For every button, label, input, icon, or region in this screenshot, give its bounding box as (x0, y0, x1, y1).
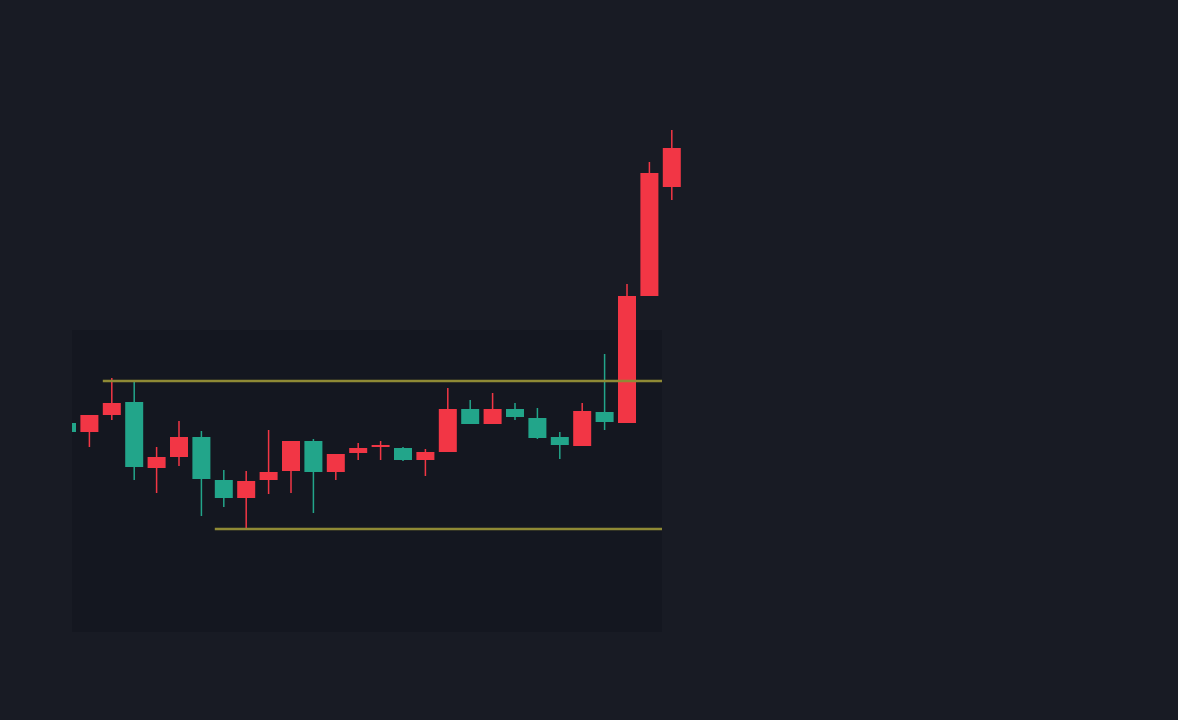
candle-body (80, 415, 99, 432)
candle-body (192, 437, 211, 479)
candle-body (640, 173, 659, 296)
candle-body (102, 403, 121, 415)
candle-body (461, 409, 480, 424)
candle-body (282, 441, 300, 471)
candle-body (259, 472, 278, 480)
candle-body (550, 437, 569, 445)
candle-body (528, 418, 547, 438)
candle-body (595, 412, 614, 422)
candle-body (349, 448, 368, 453)
candle-body (72, 423, 76, 432)
candle-body (125, 402, 144, 467)
candle-body (416, 452, 435, 460)
panel (72, 330, 662, 632)
candle-body (237, 481, 256, 498)
candle-body (147, 457, 166, 468)
candle-body (618, 296, 636, 423)
candle-body (371, 445, 390, 447)
candle-body (394, 448, 412, 460)
candle-body (483, 409, 502, 424)
candle-body (662, 148, 681, 187)
candle-body (506, 409, 524, 417)
candle-body (573, 411, 592, 446)
candle-body (170, 437, 188, 457)
candle-body (438, 409, 457, 452)
candle-body (214, 480, 233, 498)
candle-body (304, 441, 323, 472)
plot (72, 130, 681, 530)
candle-body (326, 454, 345, 472)
